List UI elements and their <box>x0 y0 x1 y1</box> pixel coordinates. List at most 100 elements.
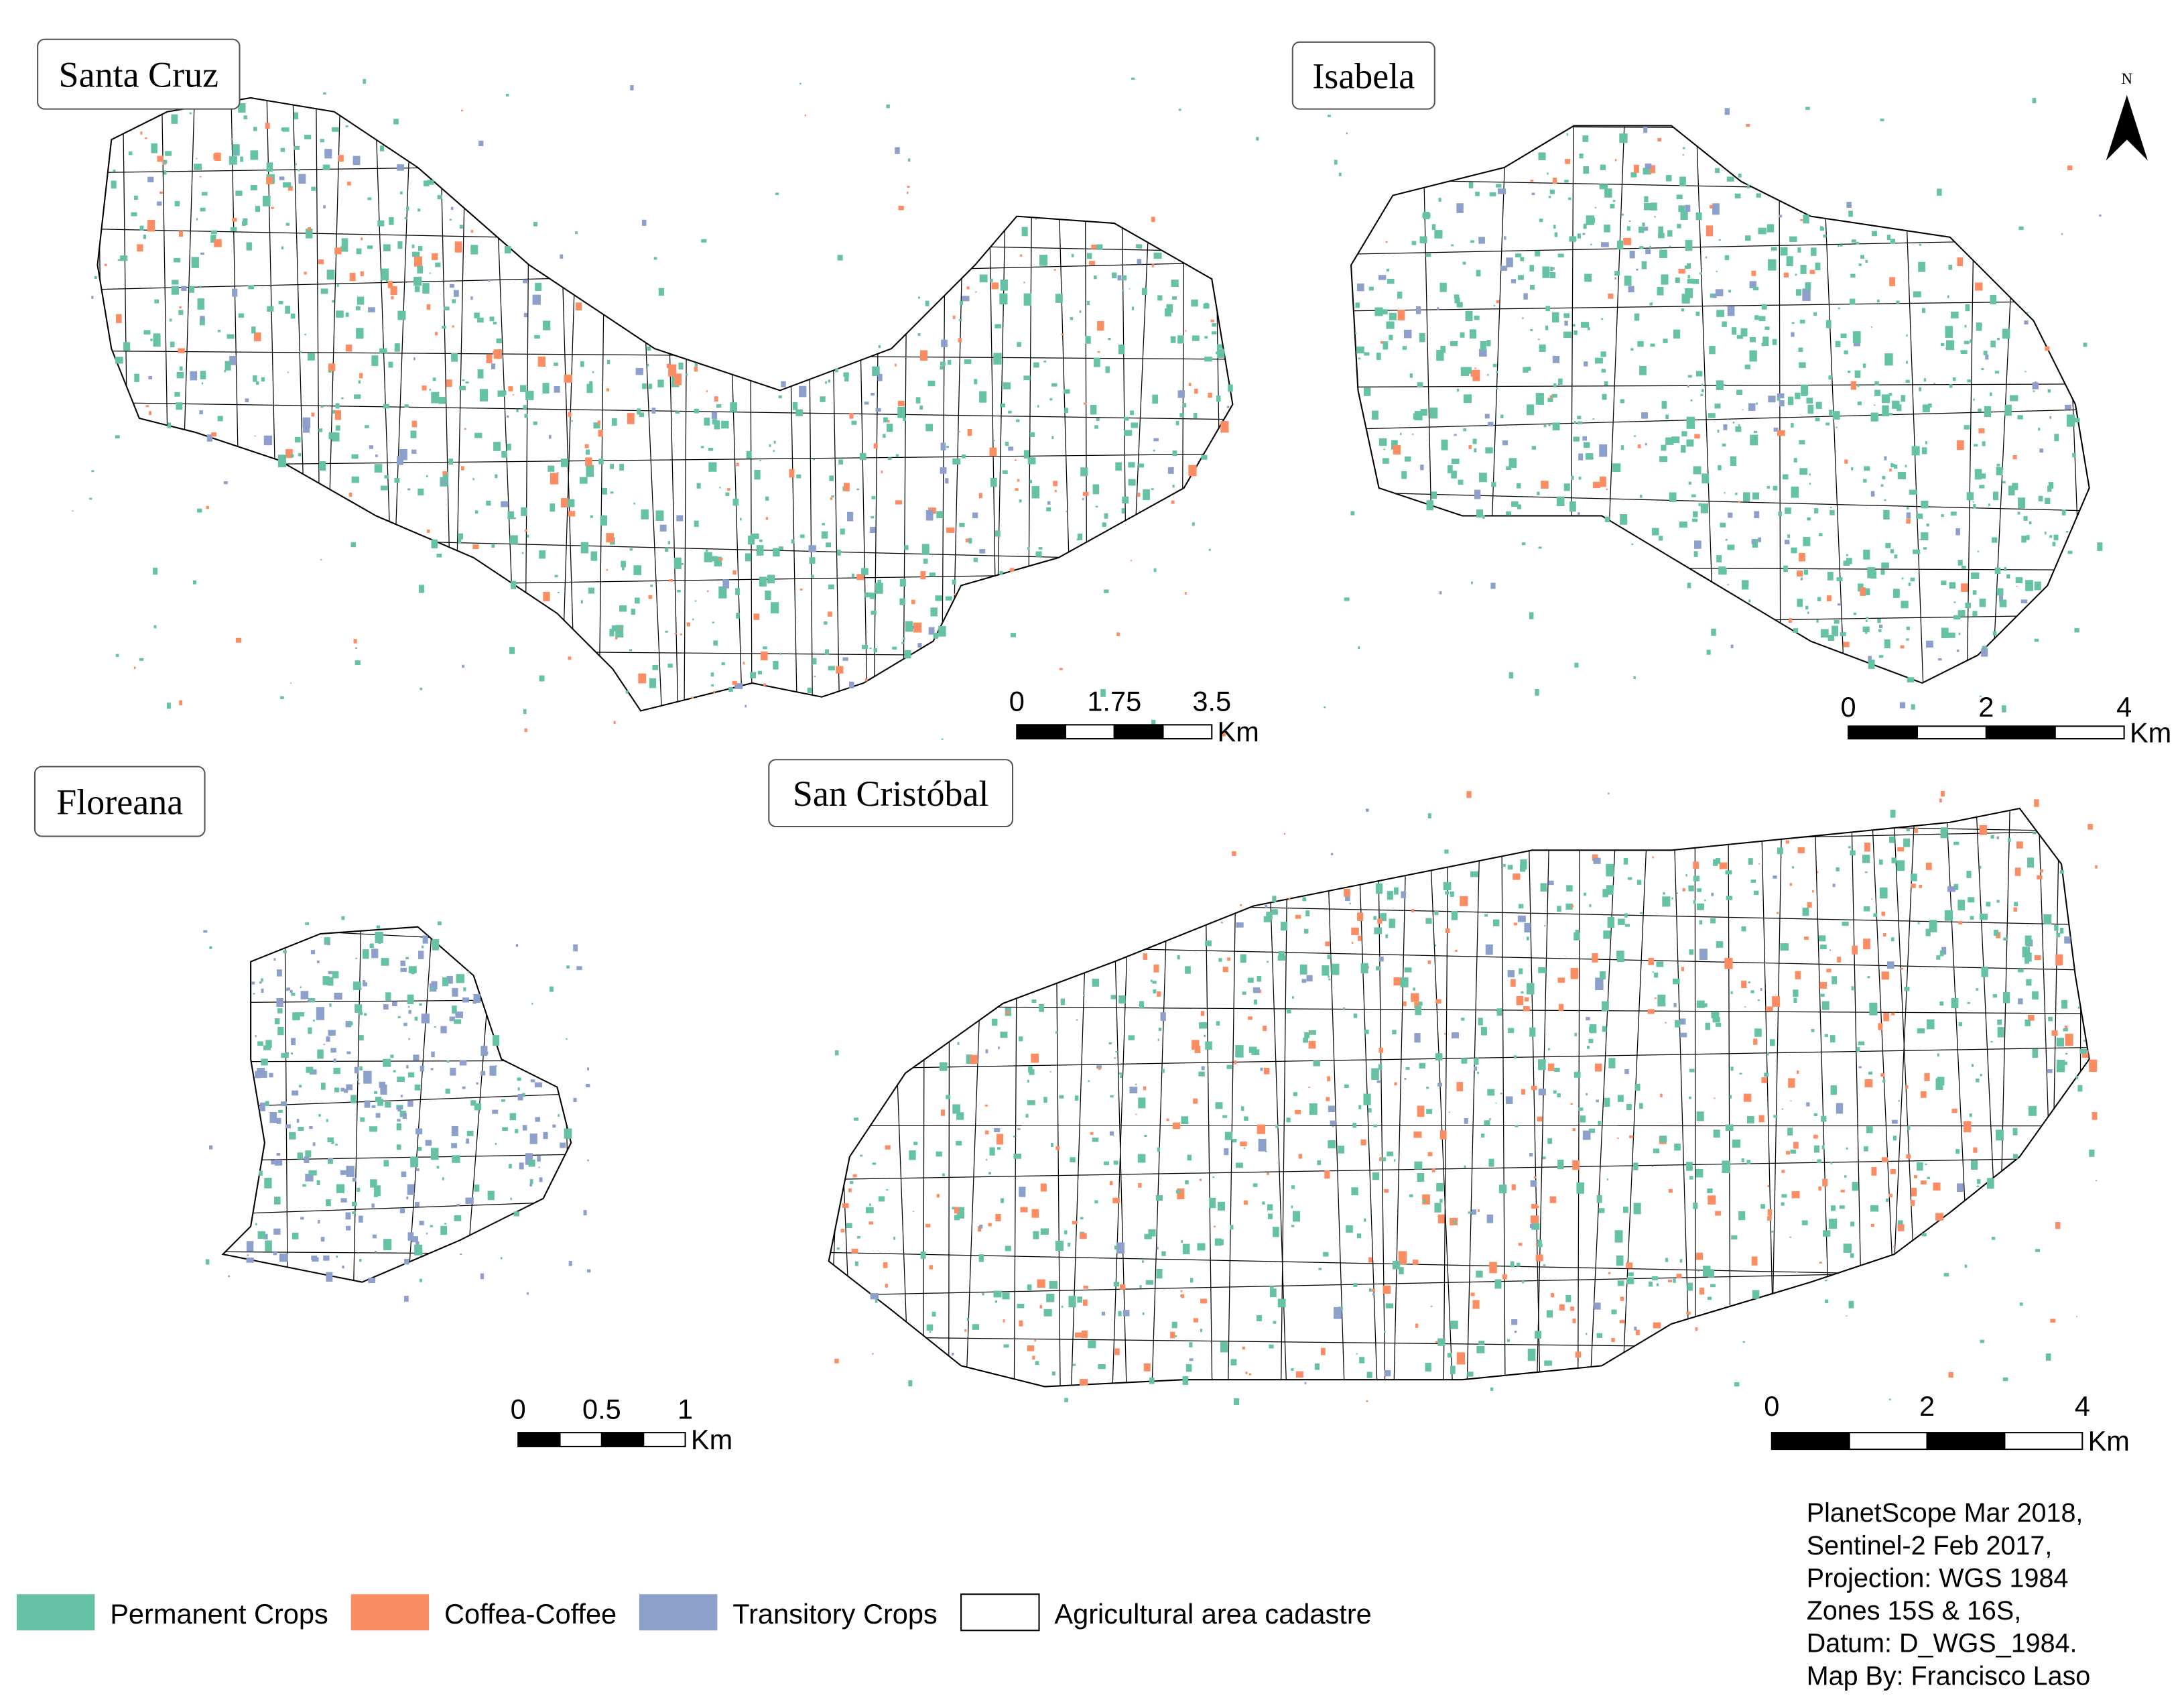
crop-patch <box>878 345 881 349</box>
crop-patch <box>718 558 723 561</box>
crop-patch <box>1654 216 1656 218</box>
crop-patch <box>523 709 527 715</box>
crop-patch <box>1118 345 1125 355</box>
crop-patch <box>1273 1321 1277 1324</box>
crop-patch <box>1385 1303 1394 1308</box>
crop-patch <box>1201 1066 1205 1071</box>
crop-patch <box>1688 1096 1691 1099</box>
crop-patch <box>2047 1069 2053 1073</box>
crop-patch <box>619 605 627 612</box>
crop-patch <box>959 318 962 321</box>
crop-patch <box>1807 404 1814 414</box>
crop-patch <box>1470 871 1479 877</box>
crop-patch <box>751 533 759 539</box>
crop-patch <box>936 1151 942 1157</box>
crop-patch <box>1197 1243 1206 1251</box>
crop-patch <box>72 510 74 512</box>
crop-patch <box>113 169 116 172</box>
crop-patch <box>942 1173 945 1176</box>
crop-patch <box>1181 1294 1185 1298</box>
crop-patch <box>1366 808 1369 812</box>
crop-patch <box>2034 581 2041 591</box>
crop-patch <box>397 310 406 320</box>
crop-patch <box>1530 328 1533 331</box>
crop-patch <box>1840 632 1846 636</box>
crop-patch <box>1198 1071 1205 1077</box>
crop-patch <box>1128 1035 1135 1040</box>
crop-patch <box>480 1046 488 1056</box>
crop-patch <box>979 1225 983 1229</box>
crop-patch <box>1497 188 1506 194</box>
crop-patch <box>213 153 218 160</box>
crop-patches <box>1324 98 2103 713</box>
crop-patch <box>1530 180 1534 182</box>
crop-patch <box>834 1050 839 1056</box>
crop-patch <box>1570 968 1579 979</box>
crop-patch <box>830 497 833 500</box>
crop-patch <box>1419 236 1427 243</box>
crop-patch <box>1816 871 1819 873</box>
crop-patch <box>630 85 634 90</box>
crop-patch <box>248 285 255 290</box>
crop-patch <box>959 301 964 306</box>
crop-patch <box>1137 259 1142 265</box>
crop-patch <box>812 658 817 665</box>
crop-patch <box>1825 320 1832 328</box>
crop-patch <box>1248 1016 1252 1020</box>
crop-patch <box>1636 879 1642 885</box>
crop-patch <box>371 1203 375 1208</box>
crop-patch <box>232 218 237 222</box>
crop-patch <box>1472 438 1477 444</box>
crop-patch <box>1172 485 1175 488</box>
crop-patch <box>1901 601 1909 609</box>
crop-patch <box>1214 1238 1222 1246</box>
crop-patch <box>861 644 868 650</box>
crop-patch <box>381 958 389 966</box>
crop-patch <box>548 465 555 472</box>
crop-patch <box>1082 1299 1088 1306</box>
crop-patch <box>1523 367 1529 373</box>
crop-patch <box>1626 1277 1634 1284</box>
crop-patch <box>196 218 198 221</box>
north-arrow-label: N <box>2122 70 2133 87</box>
crop-patch <box>1815 402 1822 409</box>
crop-patch <box>1344 1084 1349 1089</box>
crop-patch <box>529 1133 537 1144</box>
crop-patch <box>1252 1183 1258 1187</box>
crop-patch <box>1517 915 1526 922</box>
crop-patch <box>2017 969 2024 973</box>
crop-patch <box>1189 1358 1194 1361</box>
crop-patch <box>883 417 888 423</box>
crop-patch <box>1200 1011 1205 1016</box>
crop-patch <box>255 1223 257 1225</box>
crop-patch <box>2004 566 2007 571</box>
crop-patch <box>1972 611 1978 617</box>
crop-patch <box>501 501 509 507</box>
crop-patch <box>308 1027 312 1034</box>
crop-patch <box>552 1124 556 1128</box>
crop-patch <box>1487 1089 1495 1096</box>
crop-patch <box>294 145 300 150</box>
crop-patch <box>1718 239 1721 241</box>
crop-patch <box>1830 1085 1837 1095</box>
crop-patch <box>1425 918 1432 924</box>
crop-patch <box>1185 1364 1192 1372</box>
crop-patch <box>1967 379 1972 383</box>
crop-patch <box>584 444 589 448</box>
crop-patch <box>1425 253 1431 257</box>
crop-patch <box>897 406 906 418</box>
crop-patch <box>271 1160 277 1165</box>
crop-patch <box>1695 1169 1704 1178</box>
crop-patch <box>1269 1344 1274 1349</box>
crop-patch <box>1476 1270 1483 1278</box>
crop-patch <box>1805 605 1809 610</box>
crop-patch <box>1595 357 1603 364</box>
crop-patch <box>167 422 172 428</box>
crop-patch <box>1686 1311 1691 1315</box>
crop-patch <box>1092 484 1100 495</box>
crop-patch <box>1415 306 1421 314</box>
crop-patch <box>1663 892 1665 895</box>
crop-patch <box>1617 1095 1624 1102</box>
crop-patch <box>501 1099 505 1102</box>
crop-patch <box>1397 309 1405 321</box>
